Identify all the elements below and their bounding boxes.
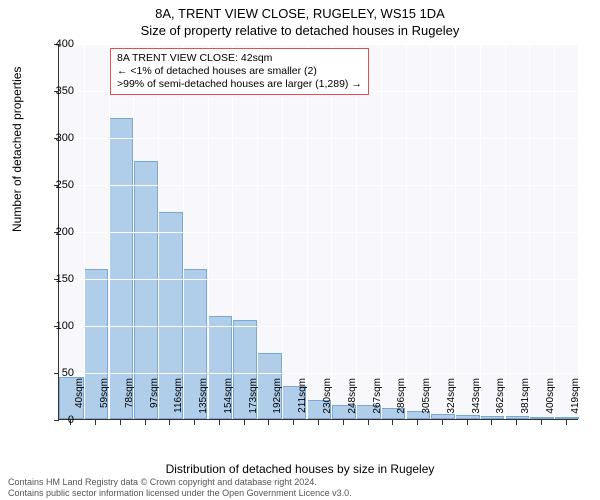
gridline-vertical — [257, 44, 258, 419]
gridline-vertical — [133, 44, 134, 419]
gridline-horizontal — [59, 279, 578, 280]
xtick-label: 116sqm — [173, 378, 184, 428]
xtick-label: 248sqm — [347, 378, 358, 428]
xtick-label: 381sqm — [520, 378, 531, 428]
chart-title-line1: 8A, TRENT VIEW CLOSE, RUGELEY, WS15 1DA — [0, 0, 600, 21]
xtick-mark — [392, 420, 393, 425]
y-axis-label: Number of detached properties — [10, 67, 24, 232]
gridline-vertical — [232, 44, 233, 419]
gridline-vertical — [84, 44, 85, 419]
gridline-vertical — [406, 44, 407, 419]
xtick-mark — [293, 420, 294, 425]
xtick-mark — [120, 420, 121, 425]
xtick-mark — [219, 420, 220, 425]
gridline-horizontal — [59, 232, 578, 233]
xtick-mark — [169, 420, 170, 425]
xtick-mark — [516, 420, 517, 425]
xtick-label: 362sqm — [495, 378, 506, 428]
chart-title-line2: Size of property relative to detached ho… — [0, 21, 600, 38]
xtick-mark — [566, 420, 567, 425]
xtick-mark — [145, 420, 146, 425]
xtick-mark — [244, 420, 245, 425]
xtick-label: 173sqm — [248, 378, 259, 428]
xtick-label: 40sqm — [74, 378, 85, 428]
gridline-vertical — [183, 44, 184, 419]
footer-line1: Contains HM Land Registry data © Crown c… — [8, 477, 592, 487]
xtick-label: 78sqm — [124, 378, 135, 428]
ytick-label: 100 — [34, 320, 74, 332]
xtick-label: 324sqm — [446, 378, 457, 428]
xtick-mark — [467, 420, 468, 425]
xtick-label: 305sqm — [421, 378, 432, 428]
gridline-vertical — [381, 44, 382, 419]
plot-area — [58, 44, 578, 420]
xtick-mark — [343, 420, 344, 425]
ytick-label: 0 — [34, 414, 74, 426]
xtick-label: 97sqm — [149, 378, 160, 428]
gridline-vertical — [356, 44, 357, 419]
annotation-line3: >99% of semi-detached houses are larger … — [117, 78, 362, 91]
annotation-line1: 8A TRENT VIEW CLOSE: 42sqm — [117, 52, 362, 65]
xtick-label: 192sqm — [272, 378, 283, 428]
xtick-label: 230sqm — [322, 378, 333, 428]
gridline-vertical — [331, 44, 332, 419]
gridline-horizontal — [59, 185, 578, 186]
annotation-box: 8A TRENT VIEW CLOSE: 42sqm ← <1% of deta… — [110, 48, 369, 95]
annotation-line2: ← <1% of detached houses are smaller (2) — [117, 65, 362, 78]
gridline-vertical — [307, 44, 308, 419]
xtick-label: 267sqm — [372, 378, 383, 428]
xtick-mark — [268, 420, 269, 425]
gridline-vertical — [109, 44, 110, 419]
xtick-mark — [368, 420, 369, 425]
gridline-vertical — [480, 44, 481, 419]
gridline-vertical — [282, 44, 283, 419]
chart-container: 8A, TRENT VIEW CLOSE, RUGELEY, WS15 1DA … — [0, 0, 600, 500]
gridline-vertical — [455, 44, 456, 419]
xtick-mark — [541, 420, 542, 425]
gridline-vertical — [529, 44, 530, 419]
plot-region: 8A TRENT VIEW CLOSE: 42sqm ← <1% of deta… — [58, 44, 578, 420]
footer-attribution: Contains HM Land Registry data © Crown c… — [8, 477, 592, 498]
xtick-label: 400sqm — [545, 378, 556, 428]
xtick-mark — [417, 420, 418, 425]
xtick-label: 286sqm — [396, 378, 407, 428]
ytick-label: 200 — [34, 226, 74, 238]
gridline-vertical — [554, 44, 555, 419]
x-axis-label: Distribution of detached houses by size … — [0, 462, 600, 476]
gridline-horizontal — [59, 44, 578, 45]
gridline-vertical — [208, 44, 209, 419]
ytick-label: 50 — [34, 367, 74, 379]
gridline-horizontal — [59, 373, 578, 374]
xtick-label: 343sqm — [471, 378, 482, 428]
xtick-label: 419sqm — [570, 378, 581, 428]
ytick-label: 300 — [34, 132, 74, 144]
xtick-label: 211sqm — [297, 378, 308, 428]
gridline-horizontal — [59, 138, 578, 139]
xtick-mark — [194, 420, 195, 425]
xtick-label: 135sqm — [198, 378, 209, 428]
xtick-mark — [318, 420, 319, 425]
xtick-mark — [491, 420, 492, 425]
xtick-mark — [95, 420, 96, 425]
xtick-label: 59sqm — [99, 378, 110, 428]
gridline-vertical — [430, 44, 431, 419]
gridline-vertical — [505, 44, 506, 419]
gridline-vertical — [158, 44, 159, 419]
ytick-label: 350 — [34, 85, 74, 97]
footer-line2: Contains public sector information licen… — [8, 488, 592, 498]
gridline-horizontal — [59, 326, 578, 327]
xtick-label: 154sqm — [223, 378, 234, 428]
ytick-label: 250 — [34, 179, 74, 191]
xtick-mark — [442, 420, 443, 425]
ytick-label: 400 — [34, 38, 74, 50]
ytick-label: 150 — [34, 273, 74, 285]
